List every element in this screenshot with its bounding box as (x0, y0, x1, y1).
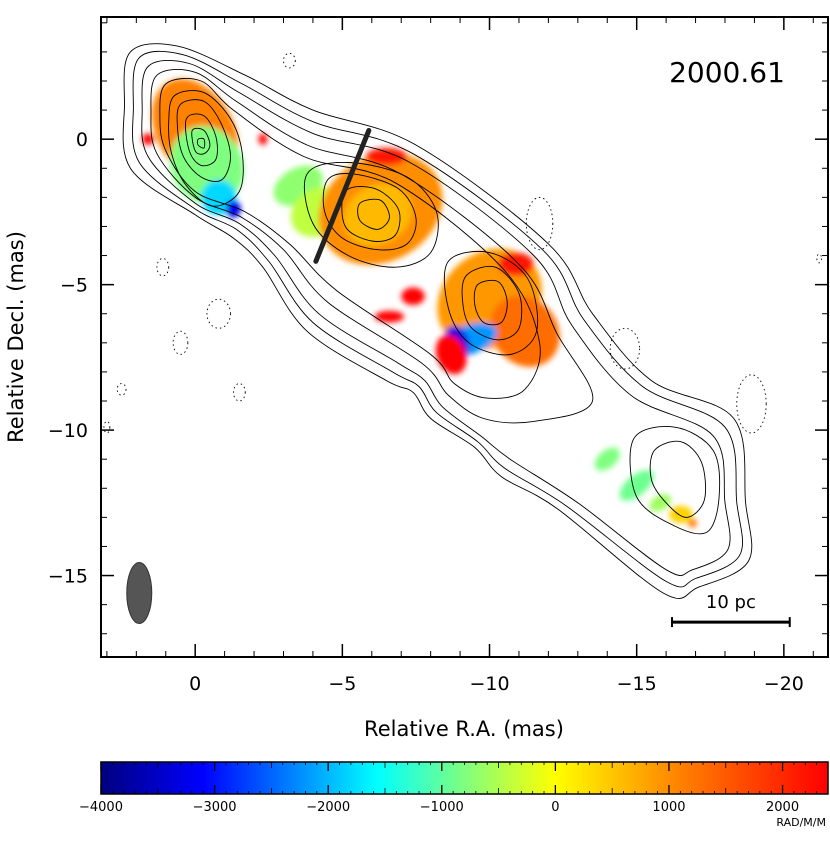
x-tick-label: −5 (328, 673, 356, 695)
contour-level-7 (322, 173, 417, 251)
contour-level-1 (122, 43, 753, 599)
axis-ticks: 0 −5 −10 −15 −20 0 −5 −10 −15 (48, 17, 828, 695)
negative-contours (103, 52, 822, 434)
rm-patch (374, 310, 405, 323)
rm-patch (142, 133, 154, 146)
contour-level-7 (176, 99, 231, 182)
negative-contour (736, 374, 767, 434)
rm-patch (688, 518, 698, 528)
contour-level-6 (629, 426, 721, 535)
x-tick-label: −10 (469, 673, 509, 695)
intensity-contours (122, 43, 753, 599)
contour-level-6 (304, 161, 439, 268)
y-tick-label: −5 (60, 275, 88, 297)
negative-contour (283, 52, 296, 69)
rotation-measure-map (142, 78, 698, 528)
colorbar-tick-label: 2000 (766, 800, 799, 815)
rm-patch (619, 469, 654, 501)
colorbar-tick-label: 0 (551, 800, 559, 815)
rm-patch (226, 200, 241, 218)
negative-contour (103, 420, 111, 434)
y-tick-label: −15 (48, 566, 88, 588)
negative-contour (172, 330, 189, 355)
rm-patch (258, 133, 268, 146)
rm-patch (343, 184, 412, 246)
colorbar-tick-label: −2000 (306, 800, 350, 815)
contour-level-7 (461, 266, 523, 341)
y-axis-title: Relative Decl. (mas) (4, 231, 28, 443)
contour-level-7 (649, 440, 707, 518)
contour-level-3 (141, 60, 731, 576)
epoch-label: 2000.61 (669, 56, 785, 89)
colorbar-tick-label: −3000 (193, 800, 237, 815)
rm-patch (435, 334, 467, 375)
rm-patch (594, 447, 620, 471)
rm-patch (490, 295, 560, 367)
x-axis-title: Relative R.A. (mas) (364, 717, 564, 741)
contour-level-8 (184, 113, 218, 167)
colorbar-unit: RAD/M/M (776, 816, 826, 829)
colorbar-ticks: −4000 −3000 −2000 −1000 0 1000 2000 (79, 762, 829, 815)
contour-level-5 (159, 78, 541, 399)
colorbar-tick-label: −4000 (79, 800, 123, 815)
negative-contour (525, 196, 554, 251)
negative-contour (156, 258, 170, 277)
rm-patch (649, 494, 672, 512)
colorbar: −4000 −3000 −2000 −1000 0 1000 2000 RAD/M/M (79, 761, 829, 829)
negative-contour (206, 298, 231, 329)
contour-level-8 (473, 279, 508, 326)
rm-patch (401, 287, 425, 306)
contour-level-9 (357, 198, 390, 230)
scale-bar-label: 10 pc (706, 592, 756, 613)
colorbar-gradient (100, 761, 829, 795)
negative-contour (816, 253, 822, 264)
y-tick-label: −10 (48, 420, 88, 442)
rm-patch (365, 147, 408, 166)
contour-level-10 (196, 137, 206, 149)
colorbar-tick-label: 1000 (652, 800, 685, 815)
contour-level-8 (341, 186, 401, 242)
contour-level-2 (132, 50, 743, 588)
x-tick-label: 0 (189, 673, 201, 695)
colorbar-tick-label: −1000 (420, 800, 464, 815)
negative-contour (609, 327, 641, 370)
contour-level-6 (443, 251, 539, 356)
plot-frame (100, 16, 829, 658)
rm-patch (669, 505, 693, 524)
contour-level-6 (168, 90, 244, 207)
x-tick-label: −20 (764, 673, 804, 695)
jet-direction-line (313, 127, 372, 264)
plot-area (103, 43, 822, 625)
x-tick-label: −15 (617, 673, 657, 695)
y-tick-label: 0 (76, 129, 88, 151)
scale-bar: 10 pc (671, 592, 791, 628)
negative-contour (116, 383, 127, 396)
negative-contour (232, 383, 246, 402)
beam-ellipse (126, 561, 153, 625)
contour-level-9 (191, 127, 211, 155)
